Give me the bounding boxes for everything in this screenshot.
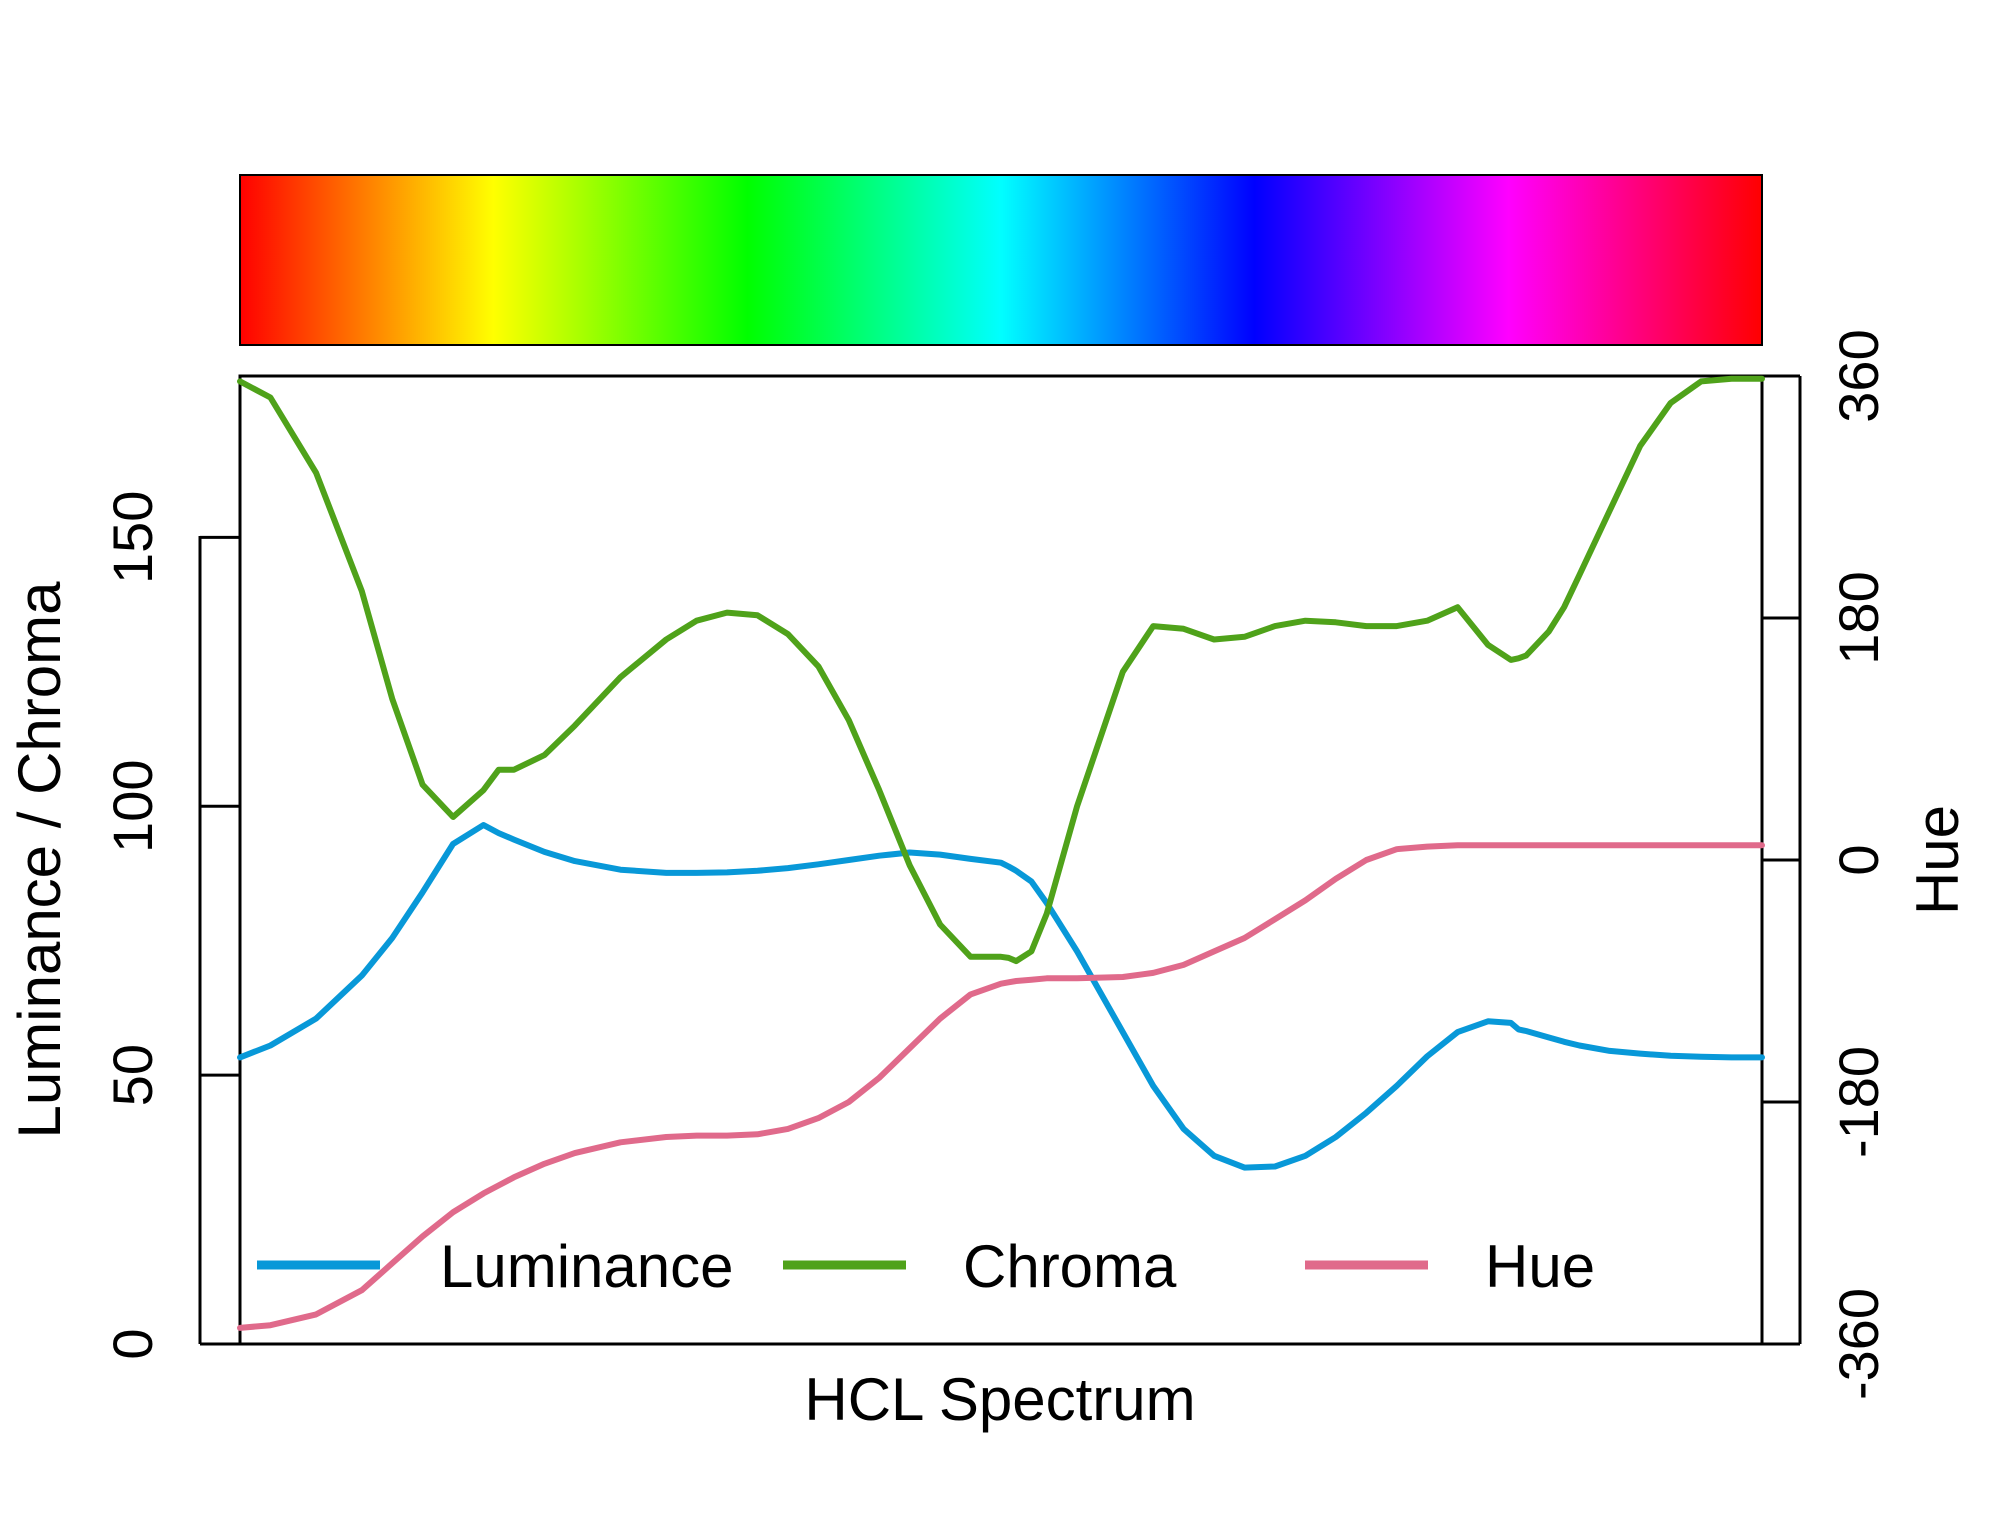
right-tick-label: -180 <box>1827 1046 1890 1158</box>
series-lines <box>237 375 1765 1331</box>
right-tick-label: 0 <box>1827 844 1890 875</box>
right-axis-ticks: -360 -180 0 180 360 <box>1762 329 1890 1400</box>
legend-label-luminance: Luminance <box>440 1233 734 1300</box>
right-axis-title: Hue <box>1904 805 1971 915</box>
series-line-luminance <box>237 822 1765 1171</box>
right-tick-label: -360 <box>1827 1288 1890 1400</box>
left-tick-label: 0 <box>101 1328 164 1359</box>
x-axis-title: HCL Spectrum <box>804 1366 1195 1433</box>
left-tick-label: 100 <box>101 760 164 853</box>
legend: Luminance Chroma Hue <box>257 1233 1595 1300</box>
left-axis-ticks: 0 50 100 150 <box>101 491 240 1360</box>
legend-label-chroma: Chroma <box>963 1233 1177 1300</box>
right-tick-label: 360 <box>1827 329 1890 422</box>
left-tick-label: 50 <box>101 1044 164 1106</box>
left-tick-label: 150 <box>101 491 164 584</box>
left-axis-title: Luminance / Chroma <box>6 581 73 1139</box>
right-tick-label: 180 <box>1827 571 1890 664</box>
legend-label-hue: Hue <box>1485 1233 1595 1300</box>
color-spectrum-bar <box>239 174 1763 346</box>
series-line-hue <box>237 842 1765 1331</box>
series-line-chroma <box>237 375 1765 965</box>
